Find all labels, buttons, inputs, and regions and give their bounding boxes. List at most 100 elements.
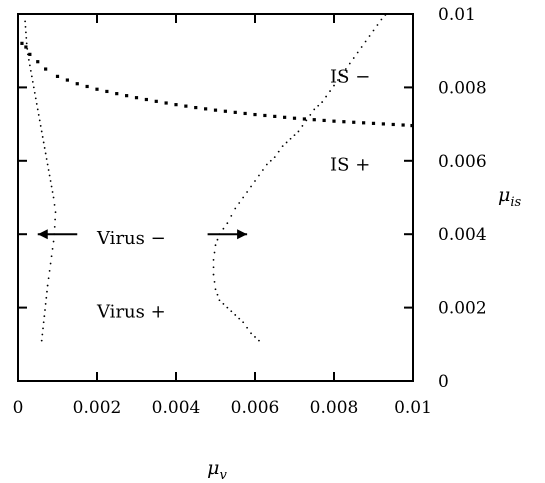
data-point <box>305 119 308 122</box>
data-point <box>49 262 52 265</box>
region-label: Virus + <box>96 301 166 322</box>
data-point <box>372 29 375 32</box>
data-point <box>223 109 227 113</box>
data-point <box>28 52 32 56</box>
data-point <box>380 18 383 21</box>
data-point <box>48 174 51 177</box>
data-point <box>216 293 219 296</box>
data-point <box>253 112 257 117</box>
data-point <box>42 327 44 330</box>
data-point <box>356 51 359 54</box>
data-point <box>33 92 36 94</box>
data-point <box>238 202 241 204</box>
data-point <box>273 114 277 118</box>
data-point <box>51 191 54 193</box>
data-point <box>35 103 38 105</box>
data-point <box>281 145 284 148</box>
data-point <box>263 113 267 118</box>
data-point <box>52 196 55 199</box>
data-point <box>242 196 245 199</box>
data-point <box>105 89 109 94</box>
data-point <box>54 211 57 214</box>
region-label: IS + <box>330 154 370 175</box>
data-point <box>212 266 215 269</box>
data-point <box>254 180 256 182</box>
data-point <box>362 121 366 125</box>
data-point <box>213 281 216 283</box>
data-point <box>24 25 27 28</box>
data-point <box>254 336 256 338</box>
data-point <box>302 117 306 121</box>
data-point <box>238 317 241 320</box>
data-point <box>38 119 41 122</box>
data-point <box>317 104 320 107</box>
data-point <box>28 64 31 67</box>
data-point <box>164 101 168 105</box>
direction-arrow-head <box>37 229 48 240</box>
data-point <box>43 147 46 149</box>
data-point <box>42 321 45 324</box>
data-point <box>325 95 327 98</box>
data-point <box>95 87 99 91</box>
data-point <box>184 104 188 108</box>
data-point <box>332 119 336 123</box>
data-point <box>34 97 37 100</box>
data-point <box>25 42 28 45</box>
chart-annotations: IS − IS + Virus − Virus + <box>37 66 370 322</box>
data-point <box>265 163 268 166</box>
data-point <box>36 108 39 111</box>
data-point <box>376 24 379 26</box>
data-point <box>41 333 44 336</box>
data-point <box>342 120 346 124</box>
data-point <box>25 31 27 34</box>
data-point <box>40 339 43 342</box>
data-point <box>47 169 50 171</box>
data-point <box>45 158 48 160</box>
data-point <box>45 296 48 299</box>
data-point <box>297 130 300 133</box>
y-tick-label: 0 <box>438 372 449 392</box>
data-point <box>46 290 48 293</box>
data-point <box>381 122 385 126</box>
data-point <box>333 84 335 87</box>
data-point <box>309 114 312 116</box>
data-point <box>50 255 53 258</box>
series-2 <box>212 14 387 342</box>
data-point <box>216 238 219 241</box>
data-point <box>24 20 27 23</box>
data-point <box>41 136 44 138</box>
data-point <box>285 141 288 144</box>
data-point <box>246 191 249 193</box>
data-point <box>258 339 260 342</box>
data-point <box>39 125 42 127</box>
direction-arrow-head <box>237 229 248 240</box>
chart-marks <box>20 14 414 342</box>
data-point <box>174 103 178 107</box>
data-point <box>344 68 347 70</box>
data-point <box>213 251 216 254</box>
data-point <box>218 299 221 302</box>
data-point <box>312 118 316 122</box>
data-point <box>43 315 46 318</box>
data-point <box>234 314 237 316</box>
data-point <box>341 73 343 76</box>
data-point <box>36 60 40 64</box>
data-point <box>51 247 54 250</box>
data-point <box>243 111 247 116</box>
data-point <box>214 244 217 247</box>
data-point <box>242 321 245 324</box>
x-tick-label: 0 <box>13 398 24 418</box>
data-point <box>273 156 276 159</box>
data-point <box>337 79 339 81</box>
plot-frame <box>17 13 414 382</box>
data-point <box>283 115 287 119</box>
x-tick-label: 0.006 <box>231 398 280 418</box>
data-point <box>44 152 47 155</box>
data-point <box>134 96 139 100</box>
data-point <box>115 92 119 96</box>
y-tick-label: 0.004 <box>438 225 487 245</box>
data-point <box>352 120 356 124</box>
data-point <box>44 67 48 71</box>
